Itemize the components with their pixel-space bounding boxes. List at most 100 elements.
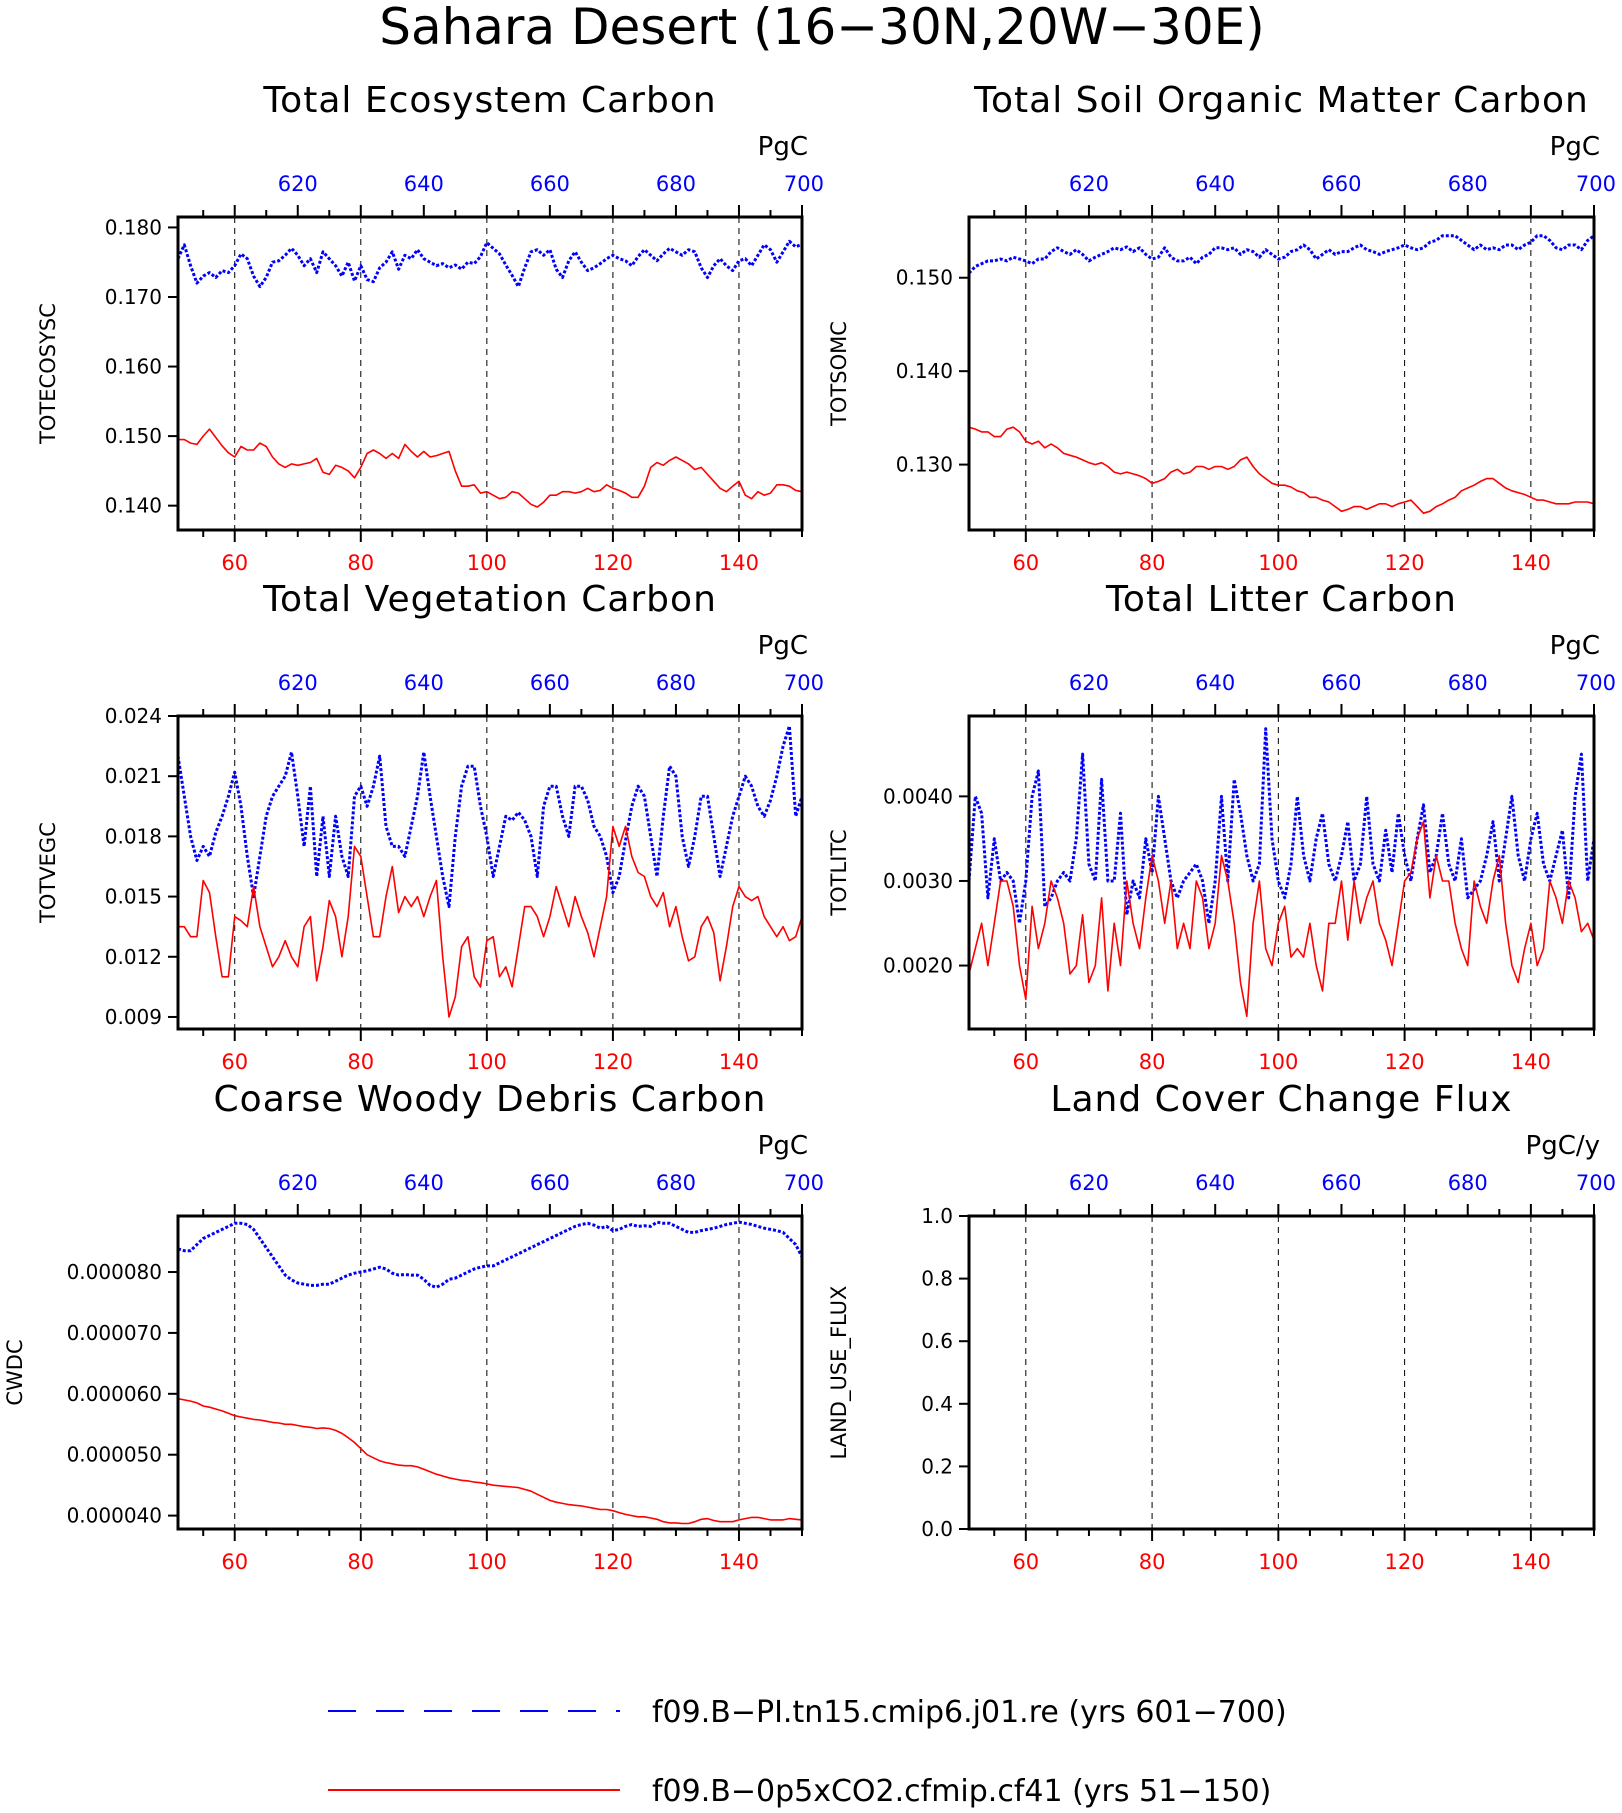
- left-tick-label: 1.0: [921, 1204, 953, 1228]
- bottom-tick-label: 100: [467, 1550, 507, 1574]
- bottom-tick-label: 80: [1139, 551, 1166, 575]
- y-axis-label: TOTLITC: [827, 829, 851, 916]
- top-tick-label: 640: [1195, 172, 1235, 196]
- y-axis-label: TOTVEGC: [36, 822, 60, 924]
- left-tick-label: 0.160: [105, 355, 162, 379]
- unit-label: PgC: [1550, 631, 1600, 661]
- left-tick-label: 0.170: [105, 285, 162, 309]
- top-tick-label: 620: [1069, 172, 1109, 196]
- plot-frame: [967, 1214, 1596, 1531]
- bottom-tick-label: 120: [1385, 551, 1425, 575]
- panel-title: Total Litter Carbon: [1105, 579, 1457, 620]
- bottom-tick-label: 120: [593, 1050, 633, 1074]
- bottom-tick-label: 60: [1012, 1050, 1039, 1074]
- left-tick-label: 0.150: [105, 424, 162, 448]
- top-tick-label: 700: [1576, 1171, 1616, 1195]
- top-tick-label: 680: [656, 671, 696, 695]
- plot-frame: [176, 714, 804, 1031]
- bottom-tick-label: 140: [1511, 1550, 1551, 1574]
- left-tick-label: 0.000070: [67, 1321, 162, 1345]
- left-tick-label: 0.6: [921, 1329, 953, 1353]
- top-tick-label: 680: [656, 172, 696, 196]
- y-axis-label: TOTECOSYSC: [36, 303, 60, 445]
- bottom-tick-label: 100: [1258, 1550, 1298, 1574]
- bottom-tick-label: 140: [1511, 551, 1551, 575]
- left-tick-label: 0.150: [896, 266, 953, 290]
- plot-frame: [967, 215, 1596, 532]
- bottom-tick-label: 60: [221, 1050, 248, 1074]
- top-tick-label: 660: [1321, 671, 1361, 695]
- panel-title: Total Soil Organic Matter Carbon: [973, 80, 1589, 121]
- series-line-red: [178, 428, 803, 508]
- top-tick-label: 700: [784, 671, 824, 695]
- bottom-tick-label: 100: [467, 551, 507, 575]
- top-tick-label: 680: [1448, 172, 1488, 196]
- left-tick-label: 0.021: [105, 764, 162, 788]
- panel-1: Total Ecosystem Carbon PgC 60 80 100 120 140 62…: [36, 80, 824, 575]
- legend-label-red: f09.B−0p5xCO2.cfmip.cf41 (yrs 51−150): [652, 1774, 1271, 1809]
- top-tick-label: 620: [1069, 671, 1109, 695]
- bottom-tick-label: 80: [1139, 1550, 1166, 1574]
- bottom-tick-label: 120: [1385, 1550, 1425, 1574]
- left-tick-label: 0.000060: [67, 1382, 162, 1406]
- left-tick-label: 0.018: [105, 824, 162, 848]
- y-axis-label: CWDC: [3, 1339, 27, 1405]
- legend-label-blue: f09.B−PI.tn15.cmip6.j01.re (yrs 601−700): [652, 1695, 1287, 1730]
- bottom-tick-label: 120: [1385, 1050, 1425, 1074]
- top-tick-label: 660: [530, 172, 570, 196]
- plot-frame: [176, 215, 804, 532]
- series-line-red: [178, 825, 803, 1018]
- left-tick-label: 0.000040: [67, 1504, 162, 1528]
- left-tick-label: 0.2: [921, 1454, 953, 1478]
- bottom-tick-label: 100: [1258, 1050, 1298, 1074]
- panel-title: Total Vegetation Carbon: [262, 579, 717, 620]
- bottom-tick-label: 80: [347, 1550, 374, 1574]
- bottom-tick-label: 60: [221, 1550, 248, 1574]
- top-tick-label: 680: [1448, 671, 1488, 695]
- bottom-tick-label: 60: [221, 551, 248, 575]
- top-tick-label: 660: [1321, 172, 1361, 196]
- top-tick-label: 640: [404, 671, 444, 695]
- top-tick-label: 620: [278, 1171, 318, 1195]
- series-line-blue: [967, 234, 1595, 275]
- bottom-tick-label: 60: [1012, 551, 1039, 575]
- panel-2: Total Soil Organic Matter Carbon PgC 60 80 1…: [827, 80, 1616, 575]
- panels: Total Ecosystem Carbon PgC 60 80 100 120 140 62…: [3, 80, 1616, 1574]
- panel-6: Land Cover Change Flux PgC/y 60 80 100 120 140…: [827, 1079, 1616, 1574]
- left-tick-label: 0.0020: [883, 954, 953, 978]
- bottom-tick-label: 80: [347, 551, 374, 575]
- top-tick-label: 660: [1321, 1171, 1361, 1195]
- bottom-tick-label: 140: [719, 1050, 759, 1074]
- bottom-tick-label: 100: [467, 1050, 507, 1074]
- left-tick-label: 0.4: [921, 1392, 953, 1416]
- bottom-tick-label: 120: [593, 551, 633, 575]
- unit-label: PgC: [758, 1131, 808, 1161]
- series-line-blue: [176, 239, 803, 289]
- left-tick-label: 0.012: [105, 945, 162, 969]
- plot-frame: [967, 714, 1596, 1031]
- top-tick-label: 660: [530, 1171, 570, 1195]
- top-tick-label: 640: [1195, 671, 1235, 695]
- top-tick-label: 700: [784, 1171, 824, 1195]
- legend: f09.B−PI.tn15.cmip6.j01.re (yrs 601−700)…: [328, 1695, 1287, 1809]
- series-line-red: [177, 1397, 803, 1525]
- left-tick-label: 0.0030: [883, 869, 953, 893]
- panel-4: Total Litter Carbon PgC 60 80 100 120 140 620 64…: [827, 579, 1616, 1074]
- unit-label: PgC/y: [1526, 1131, 1600, 1161]
- left-tick-label: 0.024: [105, 704, 162, 728]
- series-line-blue: [967, 727, 1596, 925]
- panel-title: Coarse Woody Debris Carbon: [214, 1079, 767, 1120]
- series-line-blue: [177, 1220, 804, 1289]
- panel-title: Total Ecosystem Carbon: [262, 80, 716, 121]
- left-tick-label: 0.180: [105, 215, 162, 239]
- unit-label: PgC: [758, 132, 808, 162]
- top-tick-label: 680: [656, 1171, 696, 1195]
- top-tick-label: 660: [530, 671, 570, 695]
- panel-title: Land Cover Change Flux: [1050, 1079, 1512, 1120]
- bottom-tick-label: 140: [1511, 1050, 1551, 1074]
- left-tick-label: 0.000050: [67, 1443, 162, 1467]
- bottom-tick-label: 80: [347, 1050, 374, 1074]
- main-title: Sahara Desert (16−30N,20W−30E): [379, 0, 1265, 56]
- top-tick-label: 700: [784, 172, 824, 196]
- bottom-tick-label: 60: [1012, 1550, 1039, 1574]
